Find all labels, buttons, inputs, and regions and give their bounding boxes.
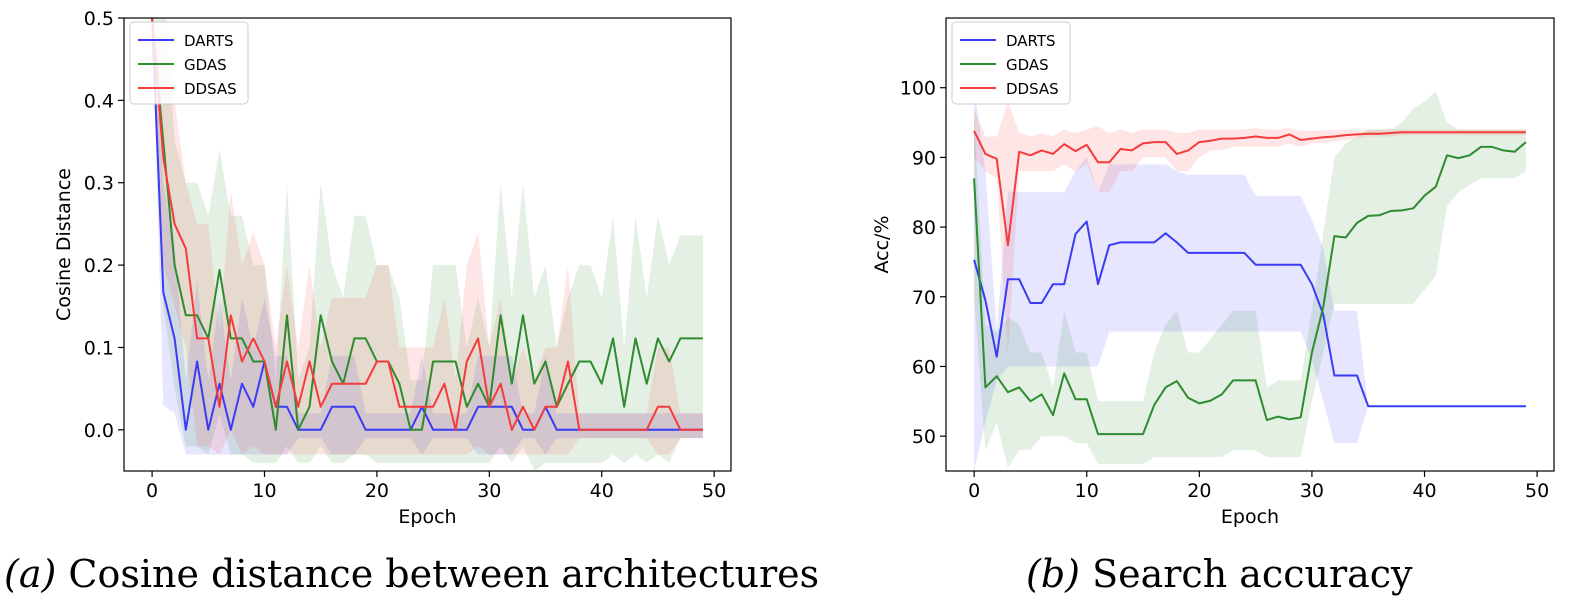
axes-frame (123, 17, 732, 472)
line-ddsas (973, 130, 1526, 247)
x-tick-label: 20 (365, 480, 389, 502)
x-axis-label: Epoch (1221, 506, 1279, 528)
y-tick-label: 0.5 (84, 8, 114, 30)
band-gdas (974, 91, 1526, 468)
band-darts (974, 87, 1526, 471)
legend-box (951, 21, 1071, 105)
x-tick-label: 0 (968, 480, 980, 502)
y-tick-label: 0.0 (84, 420, 114, 442)
y-tick-label: 0.2 (84, 255, 114, 277)
legend-label-ddsas: DDSAS (1006, 80, 1059, 98)
plot-area (973, 87, 1527, 471)
band-ddsas (974, 101, 1526, 353)
legend-label-darts: DARTS (1006, 32, 1056, 50)
axes-frame (945, 17, 1555, 472)
legend-label-gdas: GDAS (184, 56, 227, 74)
chart-b: 0 10 20 30 40 50 50 60 70 80 90 100 Epoch Acc/% DARTS G… (871, 17, 1555, 528)
y-tick-label: 0.1 (84, 337, 114, 359)
legend: DARTS GDAS DDSAS (951, 21, 1071, 105)
x-tick-label: 20 (1187, 480, 1211, 502)
legend-label-ddsas: DDSAS (184, 80, 237, 98)
chart-a: 0 10 20 30 40 50 0.0 0.1 0.2 0.3 0.4 0.5 Epoch Cosine… (53, 8, 732, 528)
caption-b: (b) Search accuracy (1026, 552, 1413, 596)
x-tick-label: 0 (146, 480, 158, 502)
legend: DARTS GDAS DDSAS (129, 21, 249, 105)
x-tick-label: 10 (1075, 480, 1099, 502)
line-gdas (973, 141, 1527, 436)
x-tick-label: 30 (1300, 480, 1324, 502)
x-tick-label: 40 (590, 480, 614, 502)
caption-b-text: Search accuracy (1092, 552, 1413, 596)
caption-b-label: (b) (1026, 552, 1080, 596)
legend-label-darts: DARTS (184, 32, 234, 50)
x-axis-label: Epoch (398, 506, 456, 528)
band-gdas (152, 18, 703, 471)
band-darts (152, 18, 703, 455)
legend-box (129, 21, 249, 105)
line-darts (973, 220, 1526, 408)
legend-label-gdas: GDAS (1006, 56, 1049, 74)
y-tick-label: 70 (912, 287, 936, 309)
y-axis-label: Acc/% (871, 215, 893, 273)
caption-a: (a) Cosine distance between architecture… (4, 552, 819, 596)
y-tick-label: 0.3 (84, 173, 114, 195)
y-tick-label: 60 (912, 356, 936, 378)
y-tick-label: 50 (912, 426, 936, 448)
x-tick-label: 10 (252, 480, 276, 502)
y-tick-label: 0.4 (84, 90, 114, 112)
y-tick-label: 90 (912, 147, 936, 169)
x-tick-label: 50 (1525, 480, 1549, 502)
y-tick-label: 80 (912, 217, 936, 239)
x-tick-label: 40 (1412, 480, 1436, 502)
caption-a-label: (a) (4, 552, 57, 596)
caption-a-text: Cosine distance between architectures (68, 552, 820, 596)
x-tick-label: 50 (702, 480, 726, 502)
y-axis-label: Cosine Distance (53, 168, 75, 321)
line-gdas (151, 18, 703, 431)
y-tick-label: 100 (900, 78, 936, 100)
line-ddsas (151, 18, 703, 431)
plot-area (151, 18, 703, 471)
x-tick-label: 30 (477, 480, 501, 502)
